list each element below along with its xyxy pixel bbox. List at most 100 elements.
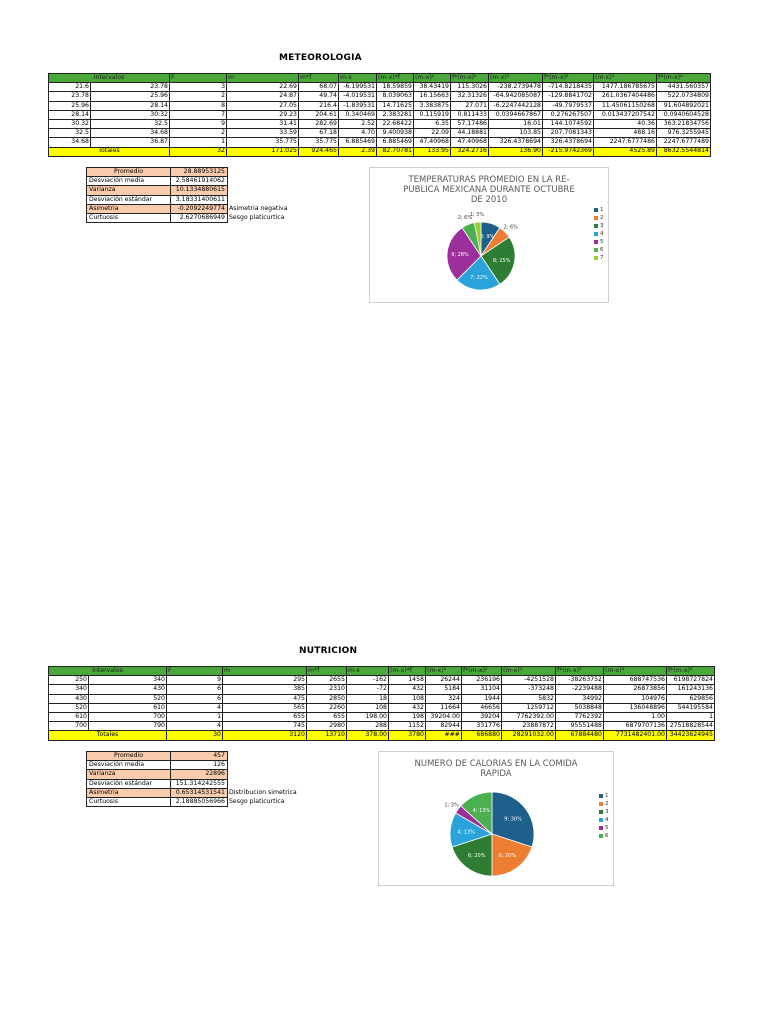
table-cell: 30.32 bbox=[90, 109, 170, 120]
table-cell: 28.14 bbox=[90, 100, 170, 111]
table-cell: 104976 bbox=[603, 693, 667, 704]
totals-cell: 67884480 bbox=[555, 730, 604, 741]
table-cell: 32.5 bbox=[48, 128, 91, 139]
table-cell: 790 bbox=[88, 721, 167, 732]
totals-cell: 3780 bbox=[388, 730, 426, 741]
pie-data-label: 8; 25% bbox=[493, 258, 511, 264]
table-cell: 2980 bbox=[306, 721, 347, 732]
header-cell: Intervalos bbox=[48, 72, 170, 84]
stat-row: Desviación estándar 151.314242555 bbox=[86, 778, 308, 789]
table-cell: 745 bbox=[222, 721, 307, 732]
stat-row: Varianza 10.1334880615 bbox=[86, 185, 308, 196]
table-cell: 326.4378694 bbox=[542, 137, 594, 148]
table-cell: 2.383281 bbox=[376, 109, 414, 120]
header-cell: F bbox=[166, 665, 223, 677]
legend-swatch bbox=[599, 834, 603, 838]
table-cell: 25.96 bbox=[48, 100, 91, 111]
table-row: 520 610 4 565 2260 108 432 11664 46656 1259712 503… bbox=[48, 702, 715, 713]
table-cell: -4251528 bbox=[501, 675, 556, 686]
table-cell: 28.14 bbox=[48, 109, 91, 120]
table-cell: 261.0367404486 bbox=[593, 91, 657, 102]
header-cell: f*(m-x)² bbox=[450, 72, 489, 84]
stat-note: Sesgo platicurtica bbox=[229, 213, 285, 221]
table-cell: 655 bbox=[222, 711, 307, 723]
header-cell: f*(m-x)² bbox=[461, 665, 502, 677]
totals-cell: 2.39 bbox=[338, 146, 377, 157]
table-cell: 9 bbox=[169, 118, 227, 130]
pie-slice bbox=[446, 227, 482, 281]
table-cell: 40.36 bbox=[593, 118, 657, 130]
table-cell: -238.2739478 bbox=[488, 82, 543, 93]
stat-label: Promedio bbox=[86, 166, 171, 178]
table-cell: -38263752 bbox=[555, 675, 604, 686]
table-cell: 21.6 bbox=[48, 82, 91, 93]
legend-label: 5 bbox=[605, 825, 609, 831]
pie-data-label: 2; 6% bbox=[504, 224, 519, 230]
nutri-chart-title: NUMERO DE CALORIAS EN LA COMIDA RAPIDA bbox=[379, 759, 613, 779]
table-cell: 700 bbox=[88, 711, 167, 723]
stat-note bbox=[228, 177, 308, 186]
legend-swatch bbox=[594, 232, 598, 236]
table-cell: 629856 bbox=[666, 693, 715, 704]
legend-swatch bbox=[594, 248, 598, 252]
totals-cell: 3120 bbox=[222, 730, 307, 741]
stat-row: Asimetria 0.65314531541 Distribucion simet… bbox=[86, 787, 308, 798]
pie-data-label: 4; 13% bbox=[457, 829, 475, 835]
stat-label: Varianza bbox=[86, 769, 171, 780]
table-cell: 520 bbox=[88, 693, 167, 704]
stat-value: 10.1334880615 bbox=[170, 185, 228, 196]
table-cell: 2260 bbox=[306, 702, 347, 713]
stat-label: Desviación media bbox=[86, 176, 171, 187]
nutri-chart-title-line2: RAPIDA bbox=[480, 769, 512, 779]
table-cell: 6.35 bbox=[413, 118, 451, 130]
stat-row: Desviación media 126 bbox=[86, 760, 308, 771]
table-cell: 7762392 bbox=[555, 711, 604, 723]
table-cell: 9.400938 bbox=[376, 128, 414, 139]
table-cell: 27.05 bbox=[226, 100, 299, 111]
legend-item: 1 bbox=[599, 792, 609, 800]
table-cell: 236196 bbox=[461, 675, 502, 686]
legend-item: 1 bbox=[594, 206, 604, 214]
totals-cell: 82.70781 bbox=[376, 146, 414, 157]
table-cell: 216.4 bbox=[298, 100, 339, 111]
table-cell: 544195584 bbox=[666, 702, 715, 713]
pie-slice bbox=[491, 833, 533, 877]
table-cell: 0.0394667867 bbox=[488, 109, 543, 120]
table-cell: 340 bbox=[88, 675, 167, 686]
table-cell: 6198727824 bbox=[666, 675, 715, 686]
stat-value: 2.6270686949 bbox=[170, 212, 228, 224]
legend-item: 4 bbox=[599, 816, 609, 824]
table-cell: 32.31326 bbox=[450, 91, 489, 102]
table-cell: 1152 bbox=[388, 721, 426, 732]
header-cell: f*(m-x)³ bbox=[542, 72, 594, 84]
table-cell: 9 bbox=[166, 675, 223, 686]
table-row: 25.96 28.14 8 27.05 216.4 -1.839531 14.71625 3.… bbox=[48, 100, 711, 111]
legend-label: 7 bbox=[600, 255, 604, 261]
table-cell: 27518828544 bbox=[666, 721, 715, 732]
table-cell: 4 bbox=[166, 702, 223, 713]
stat-value: 3.18331400611 bbox=[170, 194, 228, 205]
table-cell: 1458 bbox=[388, 675, 426, 686]
table-cell: 2.52 bbox=[338, 118, 377, 130]
meteo-title: METEOROLOGIA bbox=[279, 53, 362, 63]
pie-data-label: 2; 6% bbox=[458, 215, 473, 221]
header-cell: F bbox=[169, 72, 227, 84]
header-cell: m*f bbox=[306, 665, 347, 677]
table-cell: 44.18881 bbox=[450, 128, 489, 139]
table-cell: 34.68 bbox=[48, 137, 91, 148]
table-row: 23.78 25.96 2 24.87 49.74 -4.019531 8.039063 16… bbox=[48, 91, 711, 102]
table-cell: 324 bbox=[425, 693, 462, 704]
table-cell: 326.4378694 bbox=[488, 137, 543, 148]
table-row: 21.6 23.78 3 22.69 68.07 -6.199531 18.59859 38.… bbox=[48, 82, 711, 93]
legend-label: 5 bbox=[600, 239, 604, 245]
table-cell: 2 bbox=[169, 128, 227, 139]
table-cell: 23.78 bbox=[90, 82, 170, 93]
header-cell: (m-x)³ bbox=[501, 665, 556, 677]
header-cell: m-x bbox=[338, 72, 377, 84]
totals-cell: 30 bbox=[166, 730, 223, 741]
table-cell: -373248 bbox=[501, 684, 556, 695]
meteo-stats-table: Promedio 28.88953125 Desviación media 2.584… bbox=[86, 166, 308, 224]
nutri-chart-title-line1: NUMERO DE CALORIAS EN LA COMIDA bbox=[414, 759, 578, 769]
table-cell: 31.41 bbox=[226, 118, 299, 130]
